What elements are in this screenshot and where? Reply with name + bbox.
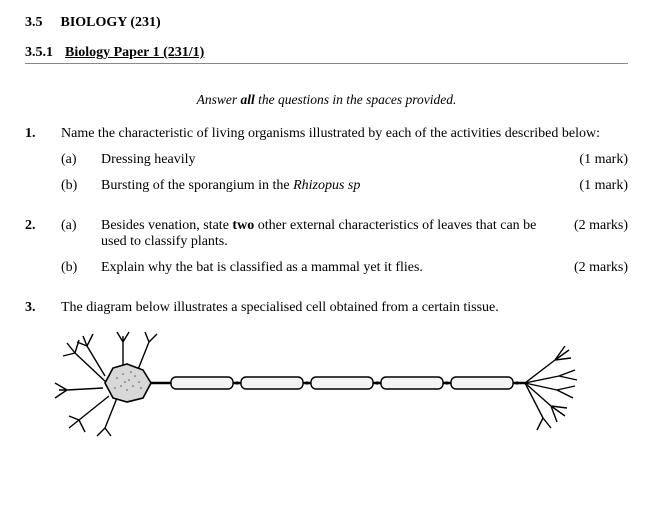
instruction-prefix: Answer — [197, 92, 241, 107]
neuron-diagram — [45, 328, 628, 443]
divider — [25, 63, 628, 64]
question-3: 3. The diagram below illustrates a speci… — [25, 300, 628, 320]
sub-text: Bursting of the sporangium in the Rhizop… — [101, 178, 559, 194]
instruction-emphasis: all — [241, 92, 255, 107]
marks: (1 mark) — [579, 178, 628, 194]
question-number: 2. — [25, 218, 47, 286]
question-number: 1. — [25, 126, 47, 204]
sub-content: Bursting of the sporangium in the Rhizop… — [101, 178, 628, 194]
question-text: Name the characteristic of living organi… — [61, 126, 628, 142]
section-header: 3.5 BIOLOGY (231) — [25, 15, 628, 31]
sub-content: Besides venation, state two other extern… — [101, 218, 628, 250]
sub-content: Explain why the bat is classified as a m… — [101, 260, 628, 276]
myelin-sheaths — [171, 377, 513, 389]
marks: (2 marks) — [574, 218, 628, 250]
marks: (1 mark) — [579, 152, 628, 168]
section-number: 3.5 — [25, 15, 43, 31]
sub-label: (a) — [61, 152, 87, 168]
sub-text: Explain why the bat is classified as a m… — [101, 260, 554, 276]
sub-text-italic: Rhizopus sp — [293, 178, 360, 193]
question-1: 1. Name the characteristic of living org… — [25, 126, 628, 204]
sub-text-bold: two — [232, 218, 254, 233]
subsection-header: 3.5.1 Biology Paper 1 (231/1) — [25, 45, 628, 63]
neuron-svg — [45, 328, 605, 438]
question-2: 2. (a) Besides venation, state two other… — [25, 218, 628, 286]
subsection-number: 3.5.1 — [25, 45, 53, 61]
sub-item-2a: (a) Besides venation, state two other ex… — [61, 218, 628, 250]
sub-text: Dressing heavily — [101, 152, 559, 168]
soma — [105, 364, 151, 402]
question-number: 3. — [25, 300, 47, 320]
instruction-text: Answer all the questions in the spaces p… — [25, 92, 628, 108]
sub-content: Dressing heavily (1 mark) — [101, 152, 628, 168]
sub-item-2b: (b) Explain why the bat is classified as… — [61, 260, 628, 276]
sub-text-pre: Bursting of the sporangium in the — [101, 178, 293, 193]
instruction-suffix: the questions in the spaces provided. — [255, 92, 457, 107]
question-body: The diagram below illustrates a speciali… — [61, 300, 628, 320]
question-text: The diagram below illustrates a speciali… — [61, 300, 628, 316]
section-title: BIOLOGY (231) — [61, 15, 161, 31]
sub-text: Besides venation, state two other extern… — [101, 218, 554, 250]
question-body: Name the characteristic of living organi… — [61, 126, 628, 204]
subsection-title: Biology Paper 1 (231/1) — [65, 45, 204, 61]
axon-terminals — [525, 346, 577, 430]
sub-item-1b: (b) Bursting of the sporangium in the Rh… — [61, 178, 628, 194]
question-body: (a) Besides venation, state two other ex… — [61, 218, 628, 286]
sub-item-1a: (a) Dressing heavily (1 mark) — [61, 152, 628, 168]
marks: (2 marks) — [574, 260, 628, 276]
sub-label: (b) — [61, 260, 87, 276]
sub-label: (b) — [61, 178, 87, 194]
sub-label: (a) — [61, 218, 87, 250]
sub-text-pre: Besides venation, state — [101, 218, 232, 233]
